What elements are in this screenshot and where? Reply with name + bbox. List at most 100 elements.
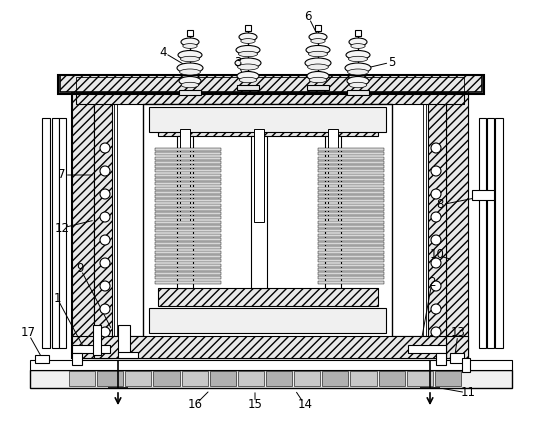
Circle shape xyxy=(100,327,110,337)
Bar xyxy=(294,371,320,386)
Circle shape xyxy=(100,281,110,291)
Circle shape xyxy=(431,189,441,199)
Bar xyxy=(155,169,221,173)
Bar xyxy=(97,371,123,386)
Bar xyxy=(155,152,221,155)
Ellipse shape xyxy=(305,58,331,68)
Bar xyxy=(155,174,221,177)
Bar xyxy=(318,242,384,245)
Circle shape xyxy=(431,212,441,222)
Ellipse shape xyxy=(238,64,258,70)
Ellipse shape xyxy=(309,77,327,83)
Bar xyxy=(72,82,468,358)
Bar xyxy=(318,199,384,202)
Bar xyxy=(318,268,384,271)
Bar xyxy=(318,157,384,159)
Bar xyxy=(94,82,112,358)
Circle shape xyxy=(431,143,441,153)
Bar xyxy=(318,191,384,194)
Bar xyxy=(69,371,95,386)
Bar xyxy=(315,25,321,31)
Bar xyxy=(462,358,470,372)
Bar xyxy=(155,199,221,202)
Bar xyxy=(318,174,384,177)
Bar xyxy=(436,353,446,365)
Bar xyxy=(318,251,384,254)
Bar xyxy=(318,212,384,215)
Text: 17: 17 xyxy=(21,327,35,340)
Ellipse shape xyxy=(349,82,367,88)
Bar xyxy=(155,165,221,168)
Bar xyxy=(318,217,384,220)
Bar xyxy=(187,30,193,36)
Bar xyxy=(60,75,482,92)
Bar xyxy=(155,182,221,185)
Bar xyxy=(318,221,384,224)
Bar xyxy=(155,221,221,224)
Ellipse shape xyxy=(178,50,202,60)
Text: 6: 6 xyxy=(304,9,312,22)
Bar xyxy=(318,161,384,164)
Ellipse shape xyxy=(349,38,367,46)
Bar xyxy=(155,281,221,284)
Bar xyxy=(72,336,468,358)
Bar xyxy=(72,345,110,353)
Bar xyxy=(155,242,221,245)
Bar xyxy=(52,118,59,348)
Circle shape xyxy=(100,304,110,314)
Text: 5: 5 xyxy=(388,55,396,69)
Bar xyxy=(318,152,384,155)
Ellipse shape xyxy=(236,46,260,55)
Bar xyxy=(155,212,221,215)
Bar xyxy=(146,107,389,342)
Bar xyxy=(155,259,221,262)
Circle shape xyxy=(431,327,441,337)
Bar xyxy=(158,288,378,306)
Ellipse shape xyxy=(181,38,199,46)
Ellipse shape xyxy=(238,51,258,57)
Text: 11: 11 xyxy=(461,387,475,399)
Text: 9: 9 xyxy=(76,261,84,275)
Bar xyxy=(155,187,221,190)
Bar xyxy=(155,272,221,275)
Bar xyxy=(318,225,384,228)
Bar xyxy=(318,203,384,207)
Bar xyxy=(408,345,446,353)
Bar xyxy=(318,187,384,190)
Bar xyxy=(318,259,384,262)
Ellipse shape xyxy=(345,63,371,73)
Bar xyxy=(155,264,221,266)
Bar xyxy=(379,371,405,386)
Text: 16: 16 xyxy=(187,398,203,412)
Bar xyxy=(495,118,503,348)
Bar xyxy=(237,85,259,90)
Text: 14: 14 xyxy=(298,398,312,412)
Bar xyxy=(76,77,464,92)
Bar xyxy=(30,360,512,370)
Circle shape xyxy=(100,235,110,245)
Bar xyxy=(318,229,384,232)
Bar xyxy=(238,371,264,386)
Bar xyxy=(154,371,179,386)
Ellipse shape xyxy=(306,46,330,55)
Bar xyxy=(318,233,384,236)
Bar xyxy=(318,264,384,266)
Bar xyxy=(318,247,384,250)
Bar xyxy=(155,225,221,228)
Bar xyxy=(149,308,386,333)
Bar xyxy=(472,190,494,200)
Bar xyxy=(155,255,221,258)
Bar xyxy=(59,118,66,348)
Ellipse shape xyxy=(346,50,370,60)
Ellipse shape xyxy=(351,44,365,48)
Ellipse shape xyxy=(237,71,259,80)
Ellipse shape xyxy=(307,71,329,80)
Bar xyxy=(149,107,386,132)
Bar xyxy=(487,118,494,348)
Bar xyxy=(428,82,446,358)
Bar xyxy=(125,371,152,386)
Bar xyxy=(318,208,384,211)
Ellipse shape xyxy=(181,82,199,88)
Bar xyxy=(143,104,392,345)
Bar xyxy=(318,272,384,275)
